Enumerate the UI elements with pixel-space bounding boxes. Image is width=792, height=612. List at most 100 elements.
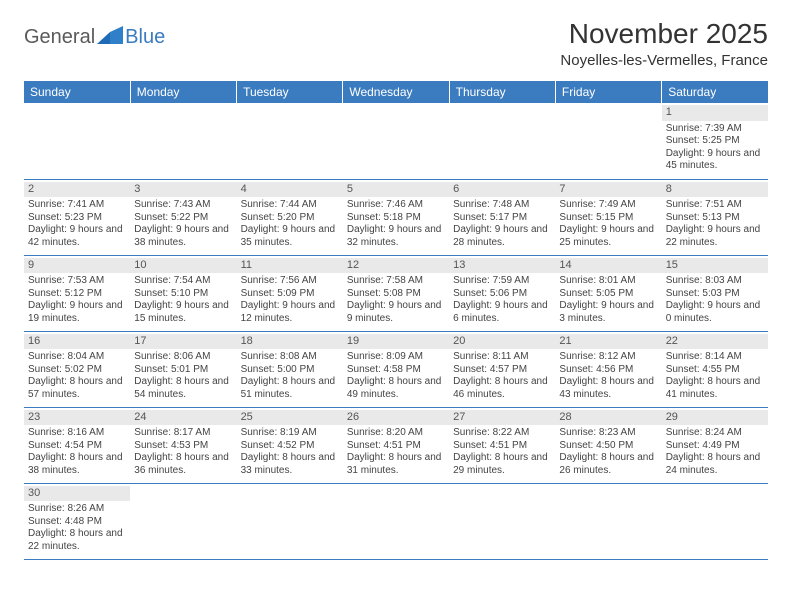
calendar-cell: 25Sunrise: 8:19 AMSunset: 4:52 PMDayligh…: [237, 407, 343, 483]
cell-info-line: Sunset: 5:20 PM: [241, 212, 339, 225]
cell-info-line: Sunset: 4:51 PM: [347, 440, 445, 453]
cell-info-line: Sunset: 5:01 PM: [134, 364, 232, 377]
cell-info-line: Daylight: 9 hours and 25 minutes.: [559, 224, 657, 249]
calendar-cell: 13Sunrise: 7:59 AMSunset: 5:06 PMDayligh…: [449, 255, 555, 331]
cell-info-line: Sunrise: 8:11 AM: [453, 351, 551, 364]
cell-info-line: Sunrise: 8:08 AM: [241, 351, 339, 364]
cell-info-line: Daylight: 8 hours and 22 minutes.: [28, 528, 126, 553]
cell-info-line: Daylight: 8 hours and 38 minutes.: [28, 452, 126, 477]
calendar-cell: [237, 483, 343, 559]
cell-info-line: Sunrise: 7:58 AM: [347, 275, 445, 288]
cell-info-line: Sunrise: 8:20 AM: [347, 427, 445, 440]
day-number: 22: [662, 334, 768, 350]
calendar-cell: [343, 103, 449, 179]
cell-info-line: Daylight: 9 hours and 6 minutes.: [453, 300, 551, 325]
cell-info-line: Daylight: 8 hours and 54 minutes.: [134, 376, 232, 401]
calendar-cell: 6Sunrise: 7:48 AMSunset: 5:17 PMDaylight…: [449, 179, 555, 255]
cell-info-line: Sunrise: 8:17 AM: [134, 427, 232, 440]
calendar-cell: 30Sunrise: 8:26 AMSunset: 4:48 PMDayligh…: [24, 483, 130, 559]
cell-info-line: Daylight: 9 hours and 32 minutes.: [347, 224, 445, 249]
day-header: Sunday: [24, 81, 130, 103]
calendar-week-row: 16Sunrise: 8:04 AMSunset: 5:02 PMDayligh…: [24, 331, 768, 407]
cell-info-line: Sunrise: 8:24 AM: [666, 427, 764, 440]
calendar-cell: 3Sunrise: 7:43 AMSunset: 5:22 PMDaylight…: [130, 179, 236, 255]
calendar-cell: 21Sunrise: 8:12 AMSunset: 4:56 PMDayligh…: [555, 331, 661, 407]
logo-text-general: General: [24, 26, 95, 49]
calendar-cell: 15Sunrise: 8:03 AMSunset: 5:03 PMDayligh…: [662, 255, 768, 331]
cell-info-line: Sunset: 5:10 PM: [134, 288, 232, 301]
calendar-cell: 5Sunrise: 7:46 AMSunset: 5:18 PMDaylight…: [343, 179, 449, 255]
cell-info-line: Daylight: 9 hours and 9 minutes.: [347, 300, 445, 325]
cell-info-line: Daylight: 8 hours and 29 minutes.: [453, 452, 551, 477]
day-number: 21: [555, 334, 661, 350]
day-number: 5: [343, 182, 449, 198]
cell-info-line: Daylight: 8 hours and 46 minutes.: [453, 376, 551, 401]
calendar-cell: 9Sunrise: 7:53 AMSunset: 5:12 PMDaylight…: [24, 255, 130, 331]
calendar-cell: [555, 103, 661, 179]
cell-info-line: Sunrise: 7:44 AM: [241, 199, 339, 212]
calendar-cell: 28Sunrise: 8:23 AMSunset: 4:50 PMDayligh…: [555, 407, 661, 483]
calendar-cell: 4Sunrise: 7:44 AMSunset: 5:20 PMDaylight…: [237, 179, 343, 255]
day-number: 25: [237, 410, 343, 426]
day-number: 23: [24, 410, 130, 426]
cell-info-line: Sunrise: 7:51 AM: [666, 199, 764, 212]
day-header: Thursday: [449, 81, 555, 103]
calendar-cell: 8Sunrise: 7:51 AMSunset: 5:13 PMDaylight…: [662, 179, 768, 255]
day-number: 12: [343, 258, 449, 274]
cell-info-line: Sunrise: 7:39 AM: [666, 123, 764, 136]
cell-info-line: Daylight: 9 hours and 0 minutes.: [666, 300, 764, 325]
day-number: 16: [24, 334, 130, 350]
cell-info-line: Sunset: 5:03 PM: [666, 288, 764, 301]
cell-info-line: Sunset: 5:23 PM: [28, 212, 126, 225]
cell-info-line: Sunset: 4:54 PM: [28, 440, 126, 453]
calendar-cell: 27Sunrise: 8:22 AMSunset: 4:51 PMDayligh…: [449, 407, 555, 483]
cell-info-line: Sunrise: 7:43 AM: [134, 199, 232, 212]
cell-info-line: Sunset: 4:55 PM: [666, 364, 764, 377]
calendar-cell: 14Sunrise: 8:01 AMSunset: 5:05 PMDayligh…: [555, 255, 661, 331]
cell-info-line: Daylight: 9 hours and 35 minutes.: [241, 224, 339, 249]
cell-info-line: Sunset: 4:53 PM: [134, 440, 232, 453]
day-number: 26: [343, 410, 449, 426]
logo: General Blue: [24, 18, 165, 49]
cell-info-line: Daylight: 9 hours and 22 minutes.: [666, 224, 764, 249]
calendar-cell: [130, 483, 236, 559]
calendar-cell: 16Sunrise: 8:04 AMSunset: 5:02 PMDayligh…: [24, 331, 130, 407]
day-number: 6: [449, 182, 555, 198]
cell-info-line: Sunrise: 8:23 AM: [559, 427, 657, 440]
cell-info-line: Daylight: 8 hours and 57 minutes.: [28, 376, 126, 401]
cell-info-line: Sunset: 4:51 PM: [453, 440, 551, 453]
calendar-cell: 17Sunrise: 8:06 AMSunset: 5:01 PMDayligh…: [130, 331, 236, 407]
cell-info-line: Sunset: 5:02 PM: [28, 364, 126, 377]
cell-info-line: Sunrise: 7:48 AM: [453, 199, 551, 212]
cell-info-line: Daylight: 8 hours and 26 minutes.: [559, 452, 657, 477]
calendar-cell: 24Sunrise: 8:17 AMSunset: 4:53 PMDayligh…: [130, 407, 236, 483]
day-header: Tuesday: [237, 81, 343, 103]
cell-info-line: Sunset: 5:15 PM: [559, 212, 657, 225]
cell-info-line: Sunrise: 7:54 AM: [134, 275, 232, 288]
cell-info-line: Sunset: 4:56 PM: [559, 364, 657, 377]
calendar-cell: 1Sunrise: 7:39 AMSunset: 5:25 PMDaylight…: [662, 103, 768, 179]
cell-info-line: Daylight: 8 hours and 31 minutes.: [347, 452, 445, 477]
calendar-week-row: 1Sunrise: 7:39 AMSunset: 5:25 PMDaylight…: [24, 103, 768, 179]
calendar-cell: [555, 483, 661, 559]
cell-info-line: Sunset: 5:22 PM: [134, 212, 232, 225]
cell-info-line: Daylight: 9 hours and 3 minutes.: [559, 300, 657, 325]
cell-info-line: Daylight: 9 hours and 45 minutes.: [666, 148, 764, 173]
calendar-cell: 23Sunrise: 8:16 AMSunset: 4:54 PMDayligh…: [24, 407, 130, 483]
calendar-cell: [130, 103, 236, 179]
day-number: 24: [130, 410, 236, 426]
day-number: 4: [237, 182, 343, 198]
day-number: 9: [24, 258, 130, 274]
day-number: 13: [449, 258, 555, 274]
cell-info-line: Daylight: 8 hours and 43 minutes.: [559, 376, 657, 401]
cell-info-line: Daylight: 9 hours and 12 minutes.: [241, 300, 339, 325]
logo-text-blue: Blue: [125, 26, 165, 49]
calendar-cell: 7Sunrise: 7:49 AMSunset: 5:15 PMDaylight…: [555, 179, 661, 255]
day-number: 18: [237, 334, 343, 350]
calendar-cell: [449, 103, 555, 179]
cell-info-line: Sunrise: 8:22 AM: [453, 427, 551, 440]
cell-info-line: Daylight: 8 hours and 51 minutes.: [241, 376, 339, 401]
day-header: Wednesday: [343, 81, 449, 103]
cell-info-line: Daylight: 8 hours and 49 minutes.: [347, 376, 445, 401]
calendar-cell: 29Sunrise: 8:24 AMSunset: 4:49 PMDayligh…: [662, 407, 768, 483]
